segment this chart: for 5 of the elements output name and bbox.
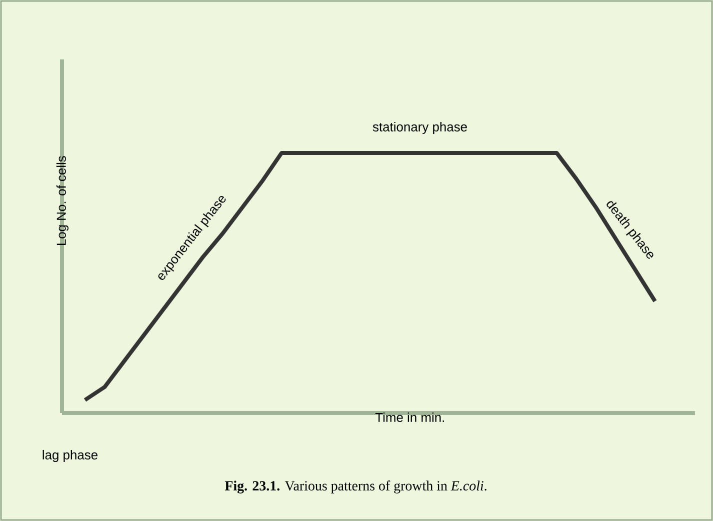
x-axis-title: Time in min.	[375, 412, 444, 422]
y-axis-title: Log No. of cells	[56, 156, 68, 246]
text: lag phase	[42, 450, 98, 462]
text: stationary phase	[372, 122, 467, 134]
text: Fig. 23.1. Various patterns of growth in E.coli.	[224, 480, 486, 494]
